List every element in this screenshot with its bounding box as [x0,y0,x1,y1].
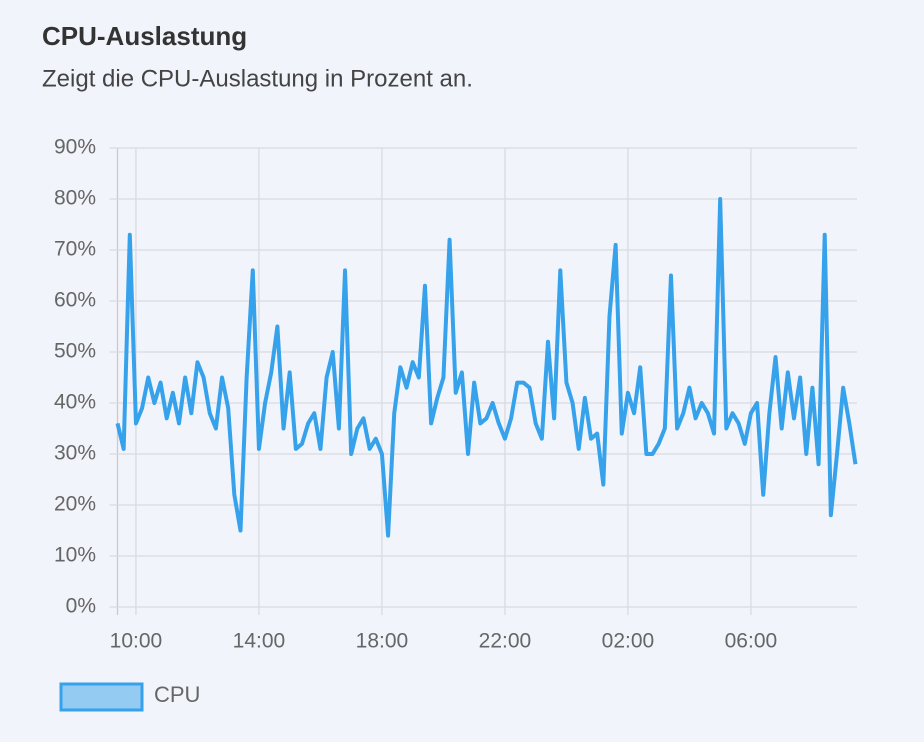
y-tick-label: 20% [54,493,96,516]
data-line [115,197,858,538]
legend-swatch [59,682,144,712]
y-tick-label: 70% [54,238,96,261]
y-tick-label: 0% [66,595,96,618]
x-tick-label: 14:00 [233,630,286,653]
chart-subtitle: Zeigt die CPU-Auslastung in Prozent an. [42,65,473,92]
y-tick-label: 50% [54,340,96,363]
y-tick-label: 60% [54,289,96,312]
x-tick-label: 10:00 [110,630,163,653]
legend-label: CPU [154,682,200,707]
chart-title: CPU-Auslastung [42,21,247,51]
y-tick-label: 80% [54,187,96,210]
x-tick-label: 02:00 [602,630,655,653]
y-tick-label: 40% [54,391,96,414]
y-tick-label: 30% [54,442,96,465]
y-tick-label: 10% [54,544,96,567]
y-tick-label: 90% [54,136,96,159]
x-tick-label: 06:00 [725,630,778,653]
x-tick-label: 22:00 [479,630,532,653]
x-tick-label: 18:00 [356,630,409,653]
